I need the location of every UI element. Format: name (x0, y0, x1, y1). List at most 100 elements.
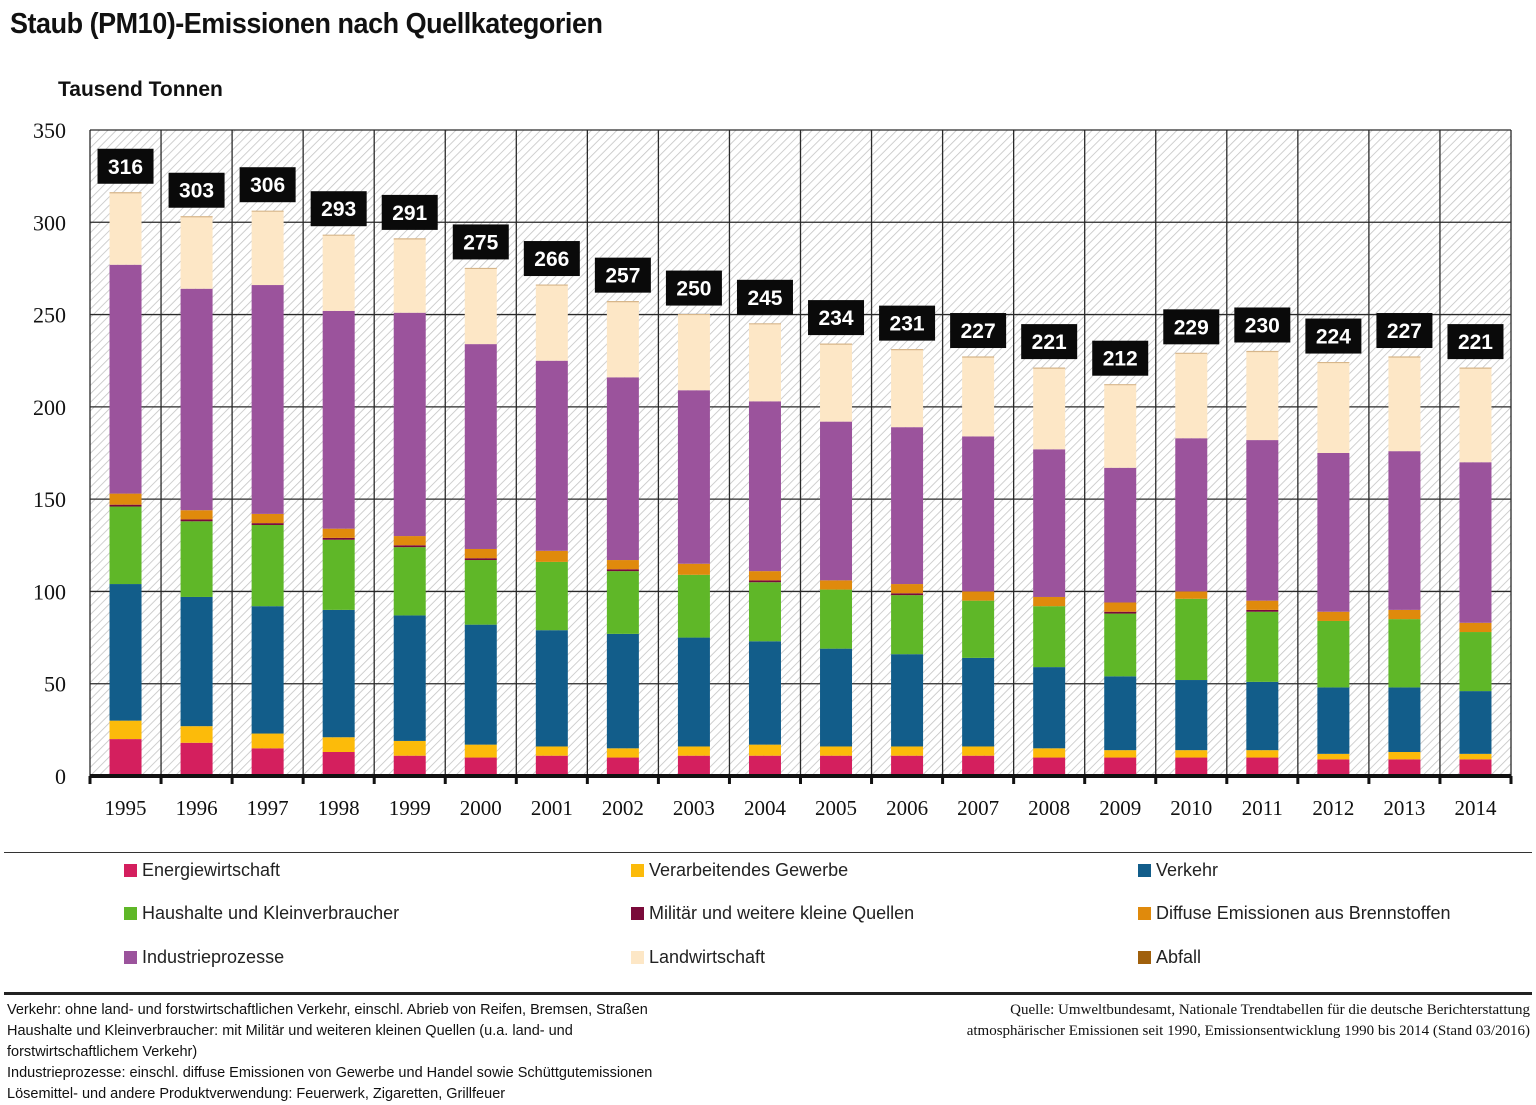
total-label-box (1163, 309, 1220, 345)
bar-segment-energiewirtschaft (962, 755, 995, 776)
bar-segment-diffuse-emissionen-aus-brennstoffen (1246, 600, 1279, 610)
bar-segment-militär-und-weitere-kleine-quellen (1246, 609, 1279, 612)
bar-segment-landwirtschaft (1033, 368, 1066, 450)
x-tick-label: 1995 (105, 796, 147, 820)
x-tick-labels: 1995 1996 1997 1998 1999 2000 2001 2002 2003 2004… (105, 796, 1497, 820)
bar-segment-militär-und-weitere-kleine-quellen (322, 537, 355, 540)
total-label-box (1234, 307, 1291, 343)
bar-segment-militär-und-weitere-kleine-quellen (180, 519, 213, 522)
source-note: Quelle: Umweltbundesamt, Nationale Trend… (967, 1000, 1530, 1042)
bar-segment-verkehr (1033, 667, 1066, 749)
legend-label: Verarbeitendes Gewerbe (649, 860, 849, 880)
y-tick-label: 250 (33, 303, 66, 328)
bar-segment-industrieprozesse (820, 421, 853, 581)
bar-segment-verarbeitendes-gewerbe (109, 720, 142, 740)
bar-segment-militär-und-weitere-kleine-quellen (1104, 611, 1137, 614)
stacked-bar-chart: 316 303 306 293 291 275 266 257 250 245 234 231 227 2… (33, 118, 1513, 820)
bar-segment-verarbeitendes-gewerbe (251, 733, 284, 749)
bar-segment-verkehr (1246, 681, 1279, 751)
total-label: 212 (1103, 348, 1138, 371)
legend-item: Diffuse Emissionen aus Brennstoffen (1138, 903, 1451, 924)
total-label: 234 (819, 307, 854, 330)
bar-segment-industrieprozesse (535, 360, 568, 551)
legend-item: Verkehr (1138, 860, 1218, 881)
x-tick-label: 2005 (815, 796, 857, 820)
bar-segment-haushalte-und-kleinverbraucher (677, 574, 710, 638)
bar-segment-militär-und-weitere-kleine-quellen (251, 523, 284, 525)
bar-segment-verarbeitendes-gewerbe (1246, 750, 1279, 758)
bar-segment-haushalte-und-kleinverbraucher (820, 589, 853, 649)
total-label-box (1376, 313, 1433, 349)
bar-segment-verkehr (748, 641, 781, 745)
bar-segment-energiewirtschaft (606, 757, 639, 776)
x-tick-label: 2008 (1028, 796, 1070, 820)
bar-segment-verkehr (1459, 691, 1492, 754)
legend-item: Abfall (1138, 947, 1201, 968)
total-label: 221 (1458, 331, 1493, 354)
total-label: 231 (890, 313, 925, 336)
x-tick-label: 2003 (673, 796, 715, 820)
bar-segment-verkehr (109, 584, 142, 721)
bar-segment-industrieprozesse (1388, 451, 1421, 610)
x-tick-label: 1999 (389, 796, 431, 820)
bar-segment-landwirtschaft (1175, 353, 1208, 439)
bar-segment-verkehr (606, 633, 639, 749)
bar-segment-diffuse-emissionen-aus-brennstoffen (748, 571, 781, 581)
bar-segment-landwirtschaft (1317, 362, 1350, 453)
total-label-box (1021, 324, 1078, 360)
bar-segment-energiewirtschaft (464, 757, 497, 776)
bar-segment-verarbeitendes-gewerbe (393, 740, 426, 756)
bar-segment-verkehr (820, 648, 853, 747)
gridlines (89, 129, 1512, 777)
bar-segment-verarbeitendes-gewerbe (1459, 753, 1492, 760)
bar-segment-militär-und-weitere-kleine-quellen (464, 558, 497, 561)
bar-segment-landwirtschaft (677, 314, 710, 391)
footnote: Lösemittel- und andere Produktverwendung… (7, 1086, 506, 1102)
total-label-box (381, 194, 438, 230)
y-axis-unit-label: Tausend Tonnen (58, 78, 223, 101)
total-label-box (879, 305, 936, 341)
legend-swatch (124, 951, 137, 964)
legend-swatch (124, 864, 137, 877)
bar-segment-diffuse-emissionen-aus-brennstoffen (606, 560, 639, 570)
x-tick-label: 2010 (1170, 796, 1212, 820)
bar-segment-verkehr (464, 624, 497, 745)
bar-segment-landwirtschaft (251, 211, 284, 286)
legend-swatch (1138, 907, 1151, 920)
total-label: 275 (463, 231, 498, 254)
x-tick-label: 2006 (886, 796, 928, 820)
bar-segment-industrieprozesse (1175, 438, 1208, 592)
total-label: 257 (605, 265, 640, 288)
bar-segment-verarbeitendes-gewerbe (606, 748, 639, 758)
bar-segment-industrieprozesse (1104, 467, 1137, 603)
bar-segment-haushalte-und-kleinverbraucher (322, 539, 355, 610)
bar-segment-verkehr (393, 615, 426, 741)
bar-segment-energiewirtschaft (891, 755, 924, 776)
legend-label: Diffuse Emissionen aus Brennstoffen (1156, 903, 1451, 923)
legend-swatch (631, 864, 644, 877)
bar-segment-energiewirtschaft (677, 755, 710, 776)
x-tick-label: 2001 (531, 796, 573, 820)
x-tick-label: 1996 (176, 796, 218, 820)
bar-segment-landwirtschaft (962, 357, 995, 437)
y-tick-labels: 0 50 100 150 200 250 300 350 (33, 118, 66, 789)
total-label: 266 (534, 248, 569, 271)
bar-segment-industrieprozesse (677, 390, 710, 564)
total-label-box (950, 313, 1007, 349)
bar-segment-verkehr (677, 637, 710, 747)
total-label-box (1447, 324, 1504, 360)
bar-segment-industrieprozesse (606, 377, 639, 561)
source-line: Quelle: Umweltbundesamt, Nationale Trend… (1010, 1002, 1530, 1018)
bar-segment-diffuse-emissionen-aus-brennstoffen (1033, 596, 1066, 607)
source-line: atmosphärischer Emissionen seit 1990, Em… (966, 1023, 1530, 1039)
legend-item: Haushalte und Kleinverbraucher (124, 903, 399, 924)
bar-segment-verkehr (535, 630, 568, 747)
total-label: 224 (1316, 326, 1351, 349)
total-label-box (523, 241, 580, 277)
bar-segment-diffuse-emissionen-aus-brennstoffen (1104, 602, 1137, 612)
bar-segment-industrieprozesse (1459, 462, 1492, 623)
y-tick-label: 100 (33, 579, 66, 604)
bar-segment-diffuse-emissionen-aus-brennstoffen (1317, 611, 1350, 621)
bar-segment-haushalte-und-kleinverbraucher (1388, 619, 1421, 688)
legend-item: Militär und weitere kleine Quellen (631, 903, 914, 924)
